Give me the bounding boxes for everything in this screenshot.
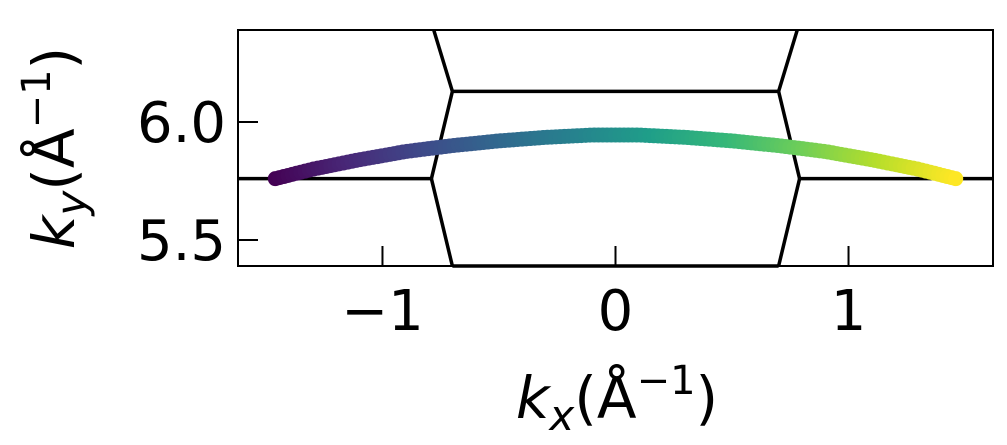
y-tick-label: 5.5 [137,209,226,274]
boundary-lines [238,29,993,268]
data-curve [267,127,964,187]
curve-point [948,171,964,187]
axis-ticks: −1 0 1 5.5 6.0 [137,91,866,344]
boundary-line [429,90,455,180]
x-tick-label: −1 [341,279,424,344]
x-tick-label: 0 [598,279,634,344]
plot-frame [237,29,994,267]
boundary-line [429,178,455,267]
x-axis-label: kx(Å−1) [516,358,718,440]
y-tick-label: 6.0 [137,91,226,156]
boundary-line [776,178,802,267]
boundary-line [776,90,802,180]
y-axis-label: ky(Å−1) [14,47,96,249]
boundary-line [776,29,799,92]
x-tick-label: 1 [831,279,867,344]
boundary-line [432,29,455,92]
